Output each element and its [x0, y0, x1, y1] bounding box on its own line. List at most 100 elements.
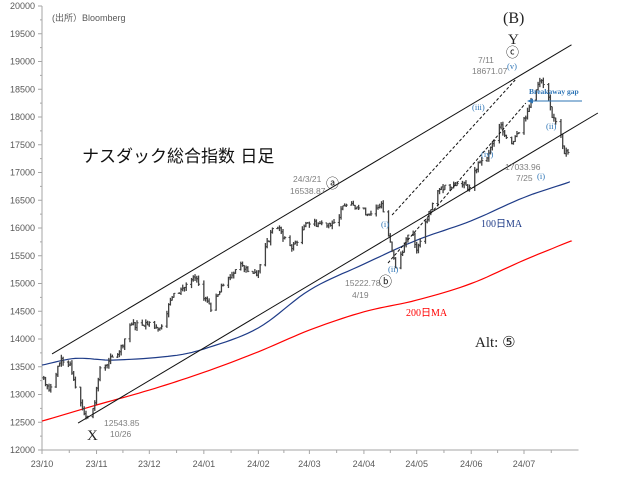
ohlc-bar [418, 238, 422, 248]
y-tick-label: 15500 [10, 251, 35, 261]
alt-label: Alt: ⑤ [475, 335, 516, 351]
x-tick-label: 24/01 [193, 459, 216, 469]
ohlc-bar [357, 204, 361, 211]
x-tick-label: 23/11 [86, 459, 108, 469]
ohlc-bar [179, 287, 183, 295]
label-y-wave: Y [508, 32, 519, 48]
x-tick-label: 24/02 [247, 459, 270, 469]
ohlc-bar [524, 115, 528, 122]
ohlc-bar [304, 221, 308, 228]
ohlc-bar [61, 356, 65, 366]
channel-line [77, 112, 599, 424]
ohlc-bar [538, 77, 542, 88]
y-tick-label: 14000 [10, 334, 35, 344]
ohlc-bar [540, 79, 544, 84]
chart-title: ナスダック総合指数 日足 [82, 147, 274, 167]
ma200-label: 200日MA [406, 308, 448, 319]
arrow-left-icon [527, 98, 582, 104]
x-tick-label: 24/03 [298, 459, 321, 469]
ohlc-bar [45, 383, 49, 390]
ohlc-bar [302, 224, 306, 231]
ohlc-bar [168, 297, 172, 306]
ohlc-bar [318, 221, 322, 225]
ohlc-bar [197, 275, 201, 286]
ohlc-bar [144, 319, 148, 330]
ohlc-bar [325, 222, 329, 228]
ohlc-bar [330, 220, 334, 230]
peak-c-value: 18671.07 [472, 66, 508, 76]
ohlc-bar [328, 222, 332, 227]
ohlc-bar [49, 383, 53, 393]
ohlc-bar [191, 275, 195, 282]
ohlc-bar [154, 324, 158, 329]
ohlc-bar [288, 235, 292, 247]
ohlc-bar [353, 204, 357, 210]
ohlc-bar [561, 133, 565, 150]
ohlc-bar [476, 161, 480, 173]
ohlc-bar [258, 263, 262, 274]
ohlc-bar [492, 139, 496, 147]
ohlc-bar [147, 321, 151, 327]
ohlc-bar [374, 204, 378, 217]
ohlc-bar [300, 226, 304, 245]
ohlc-bar [167, 303, 171, 318]
ohlc-bar [184, 282, 188, 291]
ohlc-bar [219, 283, 223, 293]
ohlc-bar [380, 201, 384, 209]
ohlc-bar [314, 219, 318, 227]
ohlc-bar [341, 205, 345, 211]
ohlc-bar [295, 240, 299, 246]
ohlc-bar [332, 219, 336, 224]
x-tick-label: 23/10 [31, 459, 54, 469]
axes: 12000 12500 13000 13500 14000 14500 15000 15500… [10, 1, 579, 469]
ohlc-bar [562, 145, 566, 155]
ohlc-bar [205, 296, 209, 303]
ohlc-bar [441, 184, 445, 194]
trendlines [51, 44, 599, 424]
y-tick-label: 16500 [10, 195, 35, 205]
ohlc-bar [344, 203, 348, 207]
y-tick-label: 17000 [10, 168, 35, 178]
ohlc-bar [431, 202, 435, 211]
label-b-small-wave: ⓑ [379, 274, 392, 289]
y-tick-label: 13000 [10, 390, 35, 400]
ohlc-bar [337, 214, 341, 227]
ohlc-bar [234, 269, 238, 274]
ohlc-bar [116, 353, 120, 358]
ohlc-bar [510, 136, 514, 145]
label-b-wave: (B) [503, 10, 524, 27]
ohlc-bar [283, 236, 287, 240]
y-tick-label: 16000 [10, 223, 35, 233]
ohlc-bar [119, 344, 123, 356]
price-bars [42, 77, 570, 420]
ohlc-bar [228, 274, 232, 281]
y-tick-label: 20000 [10, 1, 35, 11]
x-tick-label: 24/07 [513, 459, 536, 469]
ohlc-bar [566, 148, 570, 155]
channel-line [51, 44, 572, 355]
breakaway-gap-label: Breakaway gap [529, 87, 579, 96]
peak-a-date: 24/3/21 [293, 174, 322, 184]
ohlc-bar [244, 265, 248, 273]
low-7-25-value: 17033.96 [505, 162, 541, 172]
ohlc-bar [73, 376, 77, 389]
ohlc-bar [339, 206, 343, 220]
y-tick-label: 12000 [10, 445, 35, 455]
ohlc-bar [381, 200, 385, 213]
low-b-value: 15222.78 [345, 278, 381, 288]
ohlc-bar [499, 122, 503, 130]
ma100-label: 100日MA [481, 219, 523, 230]
ohlc-bar [394, 257, 398, 269]
ohlc-bar [517, 132, 521, 135]
ohlc-bar [290, 244, 294, 252]
x-tick-label: 24/04 [353, 459, 376, 469]
ohlc-bar [204, 296, 208, 302]
ohlc-bar [123, 338, 127, 351]
x-tick-label: 24/06 [460, 459, 483, 469]
wave-iv: (iv) [481, 149, 493, 159]
wave-i: (i) [381, 219, 389, 229]
y-tick-label: 12500 [10, 417, 35, 427]
ohlc-bar [320, 220, 324, 226]
ohlc-bar [327, 222, 331, 229]
